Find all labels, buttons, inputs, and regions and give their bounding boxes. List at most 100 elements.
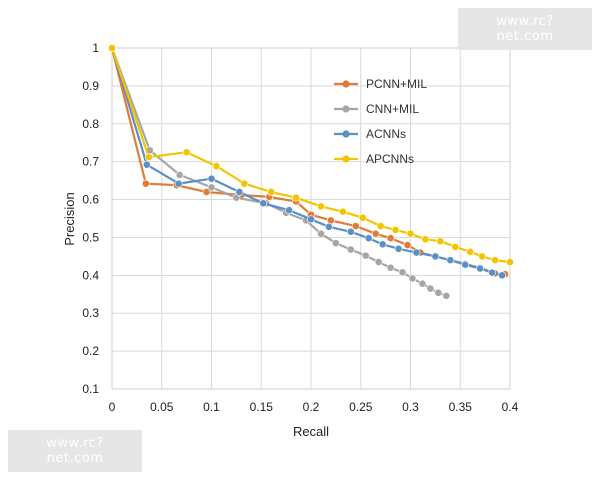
data-point-apcnns (358, 213, 367, 222)
data-point-acnns (364, 234, 373, 243)
data-point-cnn-mil (374, 258, 383, 266)
y-tick-label: 0.6 (82, 193, 99, 207)
watermark-bottom: www.rc?net.com (8, 430, 142, 472)
x-tick-label: 0.15 (250, 400, 274, 414)
data-point-apcnns (338, 207, 347, 216)
data-point-cnn-mil (434, 288, 443, 297)
data-point-acnns (285, 206, 294, 215)
data-point-apcnns (212, 162, 221, 171)
data-point-apcnns (451, 243, 460, 251)
legend-label: PCNN+MIL (366, 77, 427, 91)
data-point-pcnn-mil (403, 241, 412, 249)
data-point-acnns (488, 268, 496, 277)
data-point-cnn-mil (386, 263, 395, 272)
legend-label: APCNNs (366, 152, 414, 166)
legend-item-acnns: ACNNs (334, 127, 406, 141)
data-point-apcnns (478, 252, 487, 261)
legend-swatch-marker (342, 155, 350, 163)
legend-item-cnn-mil: CNN+MIL (334, 102, 419, 116)
data-point-apcnns (376, 222, 385, 230)
data-point-acnns (431, 252, 440, 261)
y-axis-label: Precision (62, 192, 77, 245)
data-point-cnn-mil (442, 291, 451, 300)
data-point-cnn-mil (346, 245, 355, 254)
data-point-acnns (174, 179, 183, 188)
x-tick-label: 0.25 (349, 400, 373, 414)
grid-lines (111, 47, 511, 390)
data-point-acnns (235, 188, 244, 196)
data-point-apcnns (267, 188, 276, 196)
data-point-apcnns (466, 247, 475, 256)
data-point-acnns (412, 248, 421, 257)
watermark-top: www.rc?net.com (458, 8, 592, 50)
series-pcnn-mil (108, 44, 509, 279)
data-point-pcnn-mil (202, 188, 211, 196)
data-point-acnns (325, 222, 333, 231)
legend-swatch-marker (342, 130, 350, 138)
x-tick-label: 0.2 (303, 400, 320, 414)
data-point-acnns (446, 256, 455, 265)
data-point-cnn-mil (317, 229, 325, 238)
data-point-cnn-mil (361, 251, 370, 260)
data-point-acnns (498, 271, 506, 280)
data-point-apcnns (391, 225, 400, 234)
y-tick-label: 0.8 (82, 117, 99, 131)
data-point-apcnns (182, 148, 191, 157)
data-point-acnns (394, 244, 403, 253)
data-point-cnn-mil (426, 284, 435, 293)
y-tick-label: 0.9 (82, 79, 99, 93)
legend-swatch-marker (342, 105, 350, 113)
data-point-apcnns (144, 153, 153, 162)
data-point-apcnns (436, 237, 445, 246)
data-point-cnn-mil (175, 171, 184, 179)
legend-label: ACNNs (366, 127, 406, 141)
data-point-cnn-mil (398, 268, 407, 277)
data-point-pcnn-mil (371, 229, 380, 238)
data-point-apcnns (491, 256, 499, 265)
x-tick-label: 0.35 (449, 400, 473, 414)
y-tick-label: 1 (92, 41, 99, 55)
data-point-cnn-mil (408, 274, 417, 283)
data-point-apcnns (421, 235, 430, 244)
y-tick-label: 0.2 (82, 344, 99, 358)
data-point-acnns (476, 264, 485, 273)
legend-swatch-marker (342, 80, 350, 88)
x-tick-label: 0 (109, 400, 116, 414)
data-point-apcnns (406, 229, 415, 238)
data-point-apcnns (108, 44, 116, 52)
data-point-pcnn-mil (386, 234, 395, 243)
y-tick-label: 0.4 (82, 268, 99, 282)
data-point-cnn-mil (207, 183, 216, 192)
data-point-cnn-mil (418, 279, 427, 288)
y-tick-label: 0.3 (82, 306, 99, 320)
data-point-apcnns (317, 202, 325, 211)
series-line-pcnn-mil (110, 47, 506, 276)
legend-label: CNN+MIL (366, 102, 419, 116)
x-tick-labels: 0 0.05 0.1 0.15 0.2 0.25 0.3 0.35 0.4 (109, 400, 519, 414)
data-point-pcnn-mil (141, 179, 150, 188)
data-point-acnns (259, 199, 268, 208)
data-point-pcnn-mil (326, 216, 335, 225)
data-point-apcnns (292, 193, 300, 202)
data-point-cnn-mil (331, 239, 340, 248)
series-apcnns (108, 44, 514, 266)
data-point-apcnns (240, 179, 249, 188)
y-tick-label: 0.7 (82, 155, 99, 169)
plot-border (111, 47, 511, 390)
legend-item-pcnn-mil: PCNN+MIL (334, 77, 427, 91)
data-point-pcnn-mil (351, 222, 360, 230)
data-point-apcnns (506, 258, 514, 266)
data-point-acnns (461, 260, 470, 269)
y-tick-label: 0.5 (82, 230, 99, 244)
x-tick-label: 0.05 (150, 400, 174, 414)
data-point-acnns (142, 160, 151, 169)
data-point-acnns (346, 227, 355, 236)
x-tick-label: 0.3 (402, 400, 419, 414)
y-tick-label: 0.1 (82, 382, 99, 396)
x-tick-label: 0.4 (502, 400, 519, 414)
legend-item-apcnns: APCNNs (334, 152, 414, 166)
data-point-acnns (378, 240, 387, 249)
data-point-acnns (307, 215, 315, 224)
y-tick-labels: 0.1 0.2 0.3 0.4 0.5 0.6 0.7 0.8 0.9 1 (82, 41, 99, 396)
